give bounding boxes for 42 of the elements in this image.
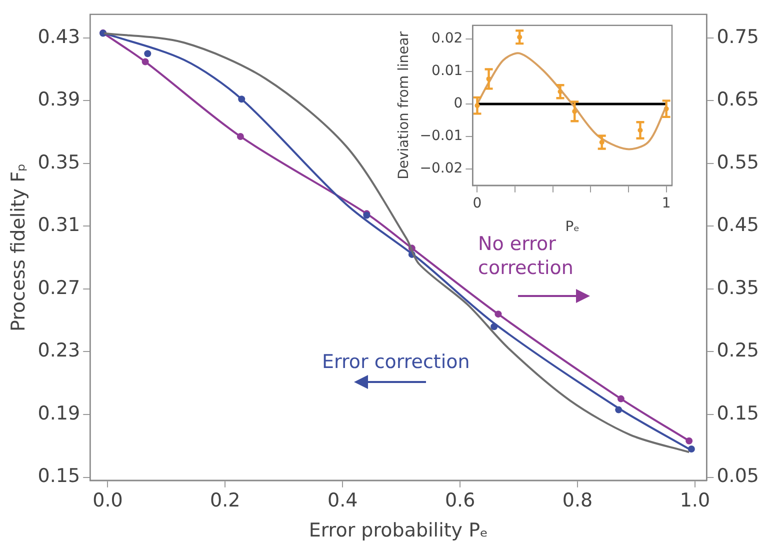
x-tick-label: 0.4 — [328, 490, 358, 512]
x-tick-label: 0.0 — [92, 490, 123, 512]
line-series — [476, 52, 668, 150]
x-axis-title: Error probability Pₑ — [308, 520, 488, 542]
y-tick-label: 0.39 — [38, 88, 80, 111]
x-tick-label: 0.8 — [562, 490, 593, 512]
y2-tick-label: 0.25 — [716, 340, 760, 362]
y-tick-label: 0.43 — [38, 26, 80, 48]
y-tick-label: −0.01 — [420, 128, 463, 144]
x-tick-label: 1 — [662, 195, 671, 212]
y-tick-label: 0.02 — [432, 30, 463, 47]
point — [144, 50, 152, 58]
y-tick-label: 0.35 — [38, 151, 80, 174]
series-label: Error correction — [322, 350, 470, 374]
y-tick-label: 0.31 — [38, 214, 80, 236]
point — [688, 446, 695, 453]
y2-tick-label: 0.55 — [716, 151, 760, 174]
y-tick-label: 0.19 — [38, 402, 80, 424]
series-label: No error correction — [478, 233, 574, 279]
y-tick-label: 0.27 — [38, 276, 80, 299]
y-tick-label: 0.23 — [38, 340, 80, 362]
point — [494, 310, 502, 318]
y2-tick-label: 0.05 — [716, 465, 760, 488]
y-tick-label: −0.02 — [420, 160, 463, 176]
y-tick-label: 0 — [454, 96, 463, 112]
y-tick-label: 0.01 — [432, 63, 463, 80]
point — [617, 395, 624, 402]
y2-tick-label: 0.75 — [716, 26, 760, 48]
y2-tick-label: 0.45 — [716, 214, 760, 236]
x-tick-label: 0.6 — [444, 490, 476, 512]
y2-tick-label: 0.65 — [716, 88, 760, 111]
point — [236, 132, 244, 140]
x-tick-label: 1.0 — [680, 490, 710, 512]
y2-tick-label: 0.15 — [716, 402, 760, 424]
y-axis-title: Process fidelity Fₚ — [7, 163, 30, 332]
point — [142, 58, 149, 66]
y2-tick-label: 0.35 — [716, 276, 760, 299]
x-tick-label: 0.2 — [210, 490, 240, 512]
point — [686, 437, 693, 444]
x-axis-title: Pₑ — [565, 219, 580, 236]
y-axis-title: Deviation from linear — [396, 31, 412, 180]
y-tick-label: 0.15 — [38, 465, 80, 488]
